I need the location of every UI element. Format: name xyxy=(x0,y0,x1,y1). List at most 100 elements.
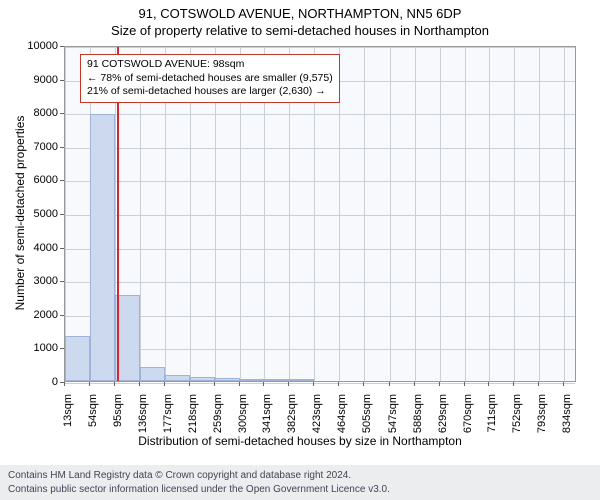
gridline-horizontal xyxy=(65,47,575,48)
histogram-bar xyxy=(165,375,190,381)
gridline-horizontal xyxy=(65,148,575,149)
y-tick-mark xyxy=(60,180,64,181)
x-tick-mark xyxy=(338,382,339,386)
y-tick-mark xyxy=(60,147,64,148)
x-tick-label: 505sqm xyxy=(361,394,373,442)
gridline-horizontal xyxy=(65,383,575,384)
x-tick-mark xyxy=(239,382,240,386)
y-tick-label: 9000 xyxy=(24,74,58,86)
gridline-vertical xyxy=(415,47,416,381)
x-tick-label: 54sqm xyxy=(87,394,99,442)
x-tick-mark xyxy=(114,382,115,386)
histogram-bar xyxy=(264,379,289,381)
x-tick-mark xyxy=(64,382,65,386)
x-tick-mark xyxy=(214,382,215,386)
histogram-bar xyxy=(289,379,314,381)
x-tick-label: 341sqm xyxy=(261,394,273,442)
y-tick-label: 4000 xyxy=(24,242,58,254)
y-tick-mark xyxy=(60,113,64,114)
histogram-bar xyxy=(240,379,265,381)
gridline-horizontal xyxy=(65,349,575,350)
x-tick-mark xyxy=(414,382,415,386)
y-tick-mark xyxy=(60,348,64,349)
x-tick-label: 670sqm xyxy=(462,394,474,442)
y-tick-label: 8000 xyxy=(24,107,58,119)
gridline-vertical xyxy=(364,47,365,381)
histogram-bar xyxy=(65,336,90,381)
y-tick-label: 3000 xyxy=(24,275,58,287)
gridline-horizontal xyxy=(65,249,575,250)
histogram-bar xyxy=(215,378,240,381)
x-tick-mark xyxy=(189,382,190,386)
chart-footer: Contains HM Land Registry data © Crown c… xyxy=(0,465,600,500)
x-tick-mark xyxy=(313,382,314,386)
x-tick-mark xyxy=(563,382,564,386)
x-tick-mark xyxy=(164,382,165,386)
footer-line: Contains HM Land Registry data © Crown c… xyxy=(8,469,592,483)
x-tick-label: 793sqm xyxy=(536,394,548,442)
property-size-chart: 91, COTSWOLD AVENUE, NORTHAMPTON, NN5 6D… xyxy=(0,0,600,500)
x-tick-mark xyxy=(513,382,514,386)
x-tick-label: 423sqm xyxy=(311,394,323,442)
x-tick-label: 547sqm xyxy=(387,394,399,442)
y-tick-label: 6000 xyxy=(24,174,58,186)
x-tick-label: 382sqm xyxy=(286,394,298,442)
x-tick-mark xyxy=(439,382,440,386)
y-tick-mark xyxy=(60,80,64,81)
gridline-vertical xyxy=(564,47,565,381)
gridline-vertical xyxy=(539,47,540,381)
x-tick-label: 259sqm xyxy=(212,394,224,442)
gridline-horizontal xyxy=(65,114,575,115)
x-tick-mark xyxy=(538,382,539,386)
x-tick-mark xyxy=(363,382,364,386)
gridline-vertical xyxy=(465,47,466,381)
histogram-bar xyxy=(140,367,165,381)
x-tick-label: 136sqm xyxy=(137,394,149,442)
gridline-vertical xyxy=(514,47,515,381)
x-tick-mark xyxy=(389,382,390,386)
gridline-horizontal xyxy=(65,282,575,283)
x-tick-label: 834sqm xyxy=(561,394,573,442)
annotation-box: 91 COTSWOLD AVENUE: 98sqm ← 78% of semi-… xyxy=(80,54,340,103)
y-tick-label: 0 xyxy=(24,376,58,388)
annotation-line: 21% of semi-detached houses are larger (… xyxy=(87,85,333,99)
x-tick-label: 711sqm xyxy=(486,394,498,442)
x-tick-mark xyxy=(263,382,264,386)
gridline-horizontal xyxy=(65,181,575,182)
gridline-horizontal xyxy=(65,215,575,216)
y-tick-mark xyxy=(60,315,64,316)
gridline-vertical xyxy=(65,47,66,381)
histogram-bar xyxy=(90,114,115,381)
chart-title-subtitle: Size of property relative to semi-detach… xyxy=(0,21,600,38)
y-tick-mark xyxy=(60,281,64,282)
chart-title-address: 91, COTSWOLD AVENUE, NORTHAMPTON, NN5 6D… xyxy=(0,0,600,21)
x-tick-label: 13sqm xyxy=(62,394,74,442)
gridline-horizontal xyxy=(65,316,575,317)
y-tick-label: 7000 xyxy=(24,141,58,153)
x-tick-mark xyxy=(139,382,140,386)
gridline-vertical xyxy=(489,47,490,381)
x-tick-mark xyxy=(488,382,489,386)
x-tick-mark xyxy=(464,382,465,386)
annotation-line: 91 COTSWOLD AVENUE: 98sqm xyxy=(87,58,333,72)
y-tick-mark xyxy=(60,214,64,215)
gridline-vertical xyxy=(440,47,441,381)
annotation-line: ← 78% of semi-detached houses are smalle… xyxy=(87,72,333,86)
histogram-bar xyxy=(190,377,215,381)
x-tick-label: 95sqm xyxy=(112,394,124,442)
y-tick-mark xyxy=(60,248,64,249)
x-tick-label: 588sqm xyxy=(412,394,424,442)
y-tick-label: 10000 xyxy=(24,40,58,52)
gridline-vertical xyxy=(390,47,391,381)
x-tick-label: 629sqm xyxy=(437,394,449,442)
y-tick-label: 1000 xyxy=(24,342,58,354)
x-tick-label: 464sqm xyxy=(336,394,348,442)
y-tick-label: 5000 xyxy=(24,208,58,220)
x-tick-label: 177sqm xyxy=(162,394,174,442)
y-tick-mark xyxy=(60,46,64,47)
x-tick-label: 752sqm xyxy=(511,394,523,442)
x-tick-label: 300sqm xyxy=(237,394,249,442)
footer-line: Contains public sector information licen… xyxy=(8,483,592,497)
x-tick-label: 218sqm xyxy=(187,394,199,442)
y-tick-label: 2000 xyxy=(24,309,58,321)
